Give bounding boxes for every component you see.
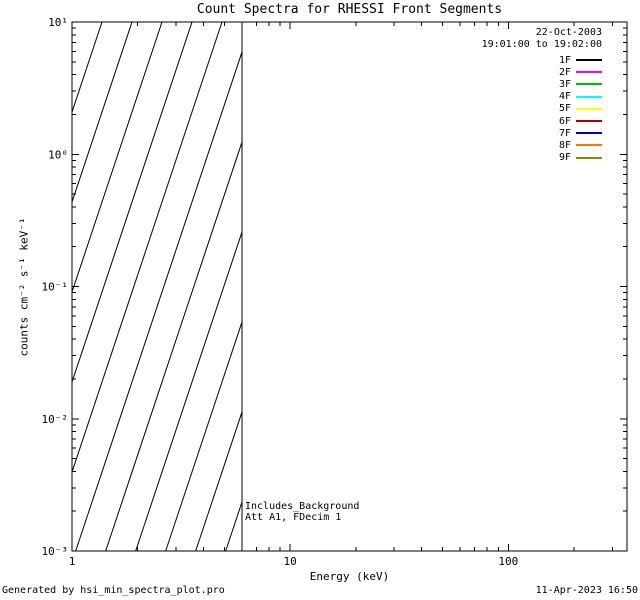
render-timestamp: 11-Apr-2023 16:50 [535, 585, 638, 596]
annotation-attenuator-state: Att A1, FDecim 1 [245, 512, 342, 523]
legend-entry-label: 7F [558, 127, 571, 139]
legend-entry: 2F [482, 66, 602, 78]
legend-entry: 9F [482, 152, 602, 164]
x-tick-label: 100 [498, 555, 518, 568]
y-tick-label: 10⁻³ [42, 545, 69, 558]
legend-entry-color-line [576, 83, 602, 86]
x-axis-label: Energy (keV) [309, 570, 390, 583]
legend-entry-label: 3F [558, 78, 571, 90]
legend-entry: 1F [482, 54, 602, 66]
legend-entry: 5F [482, 103, 602, 115]
annotation-includes-background: Includes_Background [245, 501, 360, 512]
legend-entry: 4F [482, 91, 602, 103]
chart-title: Count Spectra for RHESSI Front Segments [196, 2, 503, 17]
legend-entry: 3F [482, 78, 602, 90]
legend-entry-color-line [576, 156, 602, 159]
legend-entry: 8F [482, 139, 602, 151]
x-tick-label: 1 [69, 555, 76, 568]
y-tick-label: 10¹ [48, 16, 68, 29]
legend-date: 22-Oct-2003 [535, 27, 602, 38]
y-tick-label: 10⁻² [42, 413, 69, 426]
legend-entry-color-line [576, 144, 602, 147]
legend-entry-label: 2F [558, 66, 571, 78]
legend-entry-label: 1F [558, 54, 571, 66]
legend-entries: 1F 2F 3F 4F 5F 6F 7F 8F 9F [482, 54, 602, 164]
generated-by-text: Generated by hsi_min_spectra_plot.pro [2, 585, 225, 596]
legend-entry-label: 9F [558, 152, 571, 164]
legend-entry-color-line [576, 59, 602, 62]
legend-entry: 6F [482, 115, 602, 127]
legend-entry-label: 6F [558, 115, 571, 127]
x-tick-label: 10 [284, 555, 297, 568]
legend-entry-color-line [576, 71, 602, 74]
y-tick-label: 10⁰ [48, 148, 68, 161]
legend-entry-color-line [576, 120, 602, 123]
tick-labels: 1 10 100 10⁻³ 10⁻² 10⁻¹ 10⁰ 10¹ [42, 16, 519, 568]
legend: 22-Oct-2003 19:01:00 to 19:02:00 1F 2F 3F 4… [482, 27, 602, 164]
y-tick-label: 10⁻¹ [42, 281, 69, 294]
legend-entry-label: 5F [558, 103, 571, 115]
legend-entry-color-line [576, 132, 602, 135]
legend-time-range: 19:01:00 to 19:02:00 [481, 39, 602, 50]
legend-entry-color-line [576, 95, 602, 98]
axis-ticks [71, 21, 627, 552]
legend-entry-label: 8F [558, 139, 571, 151]
legend-entry-color-line [576, 107, 602, 110]
legend-entry-label: 4F [558, 91, 571, 103]
legend-entry: 7F [482, 127, 602, 139]
